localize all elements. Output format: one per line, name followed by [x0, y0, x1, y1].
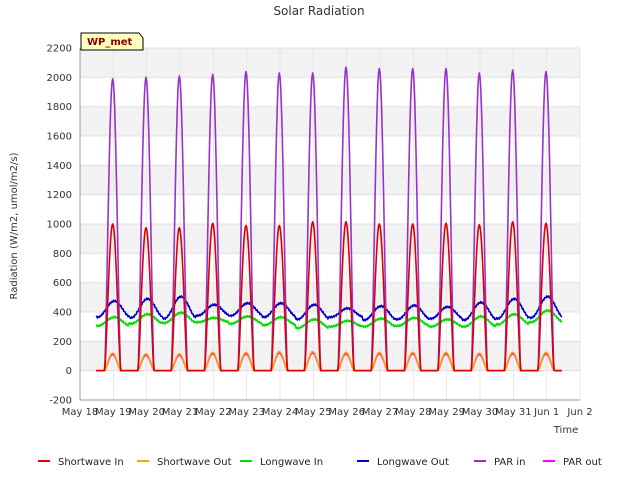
legend-item: Longwave In [240, 457, 323, 468]
wp-met-badge: WP_met [80, 32, 144, 51]
y-axis-label: Radiation (W/m2, umol/m2/s) [9, 152, 20, 299]
y-tick-label: 1400 [47, 161, 72, 172]
y-tick-label: 1200 [47, 190, 72, 201]
chart-title: Solar Radiation [273, 4, 364, 18]
legend-item: Longwave Out [357, 457, 449, 468]
y-tick-label: -200 [49, 396, 72, 407]
x-tick-label: May 22 [195, 407, 232, 418]
y-axis-ticks: -200 0 200 400 600 800 1000 1200 1400 1600 1800 200… [47, 44, 72, 407]
plot-band [80, 106, 580, 136]
x-tick-label: May 24 [262, 407, 299, 418]
plot-band [80, 341, 580, 371]
badge-label: WP_met [87, 37, 133, 48]
x-tick-label: May 28 [395, 407, 432, 418]
plot-band [80, 282, 580, 312]
y-tick-label: 1000 [47, 220, 72, 231]
plot-band [80, 253, 580, 283]
x-tick-label: May 21 [162, 407, 199, 418]
y-tick-label: 1800 [47, 102, 72, 113]
legend-label: Longwave In [260, 457, 323, 468]
plot-band [80, 77, 580, 107]
legend-label: PAR out [563, 457, 602, 468]
legend: Shortwave In Shortwave Out Longwave In Long… [38, 457, 602, 468]
x-tick-label: May 27 [362, 407, 399, 418]
y-tick-label: 1600 [47, 132, 72, 143]
y-tick-label: 800 [53, 249, 72, 260]
series-lines [95, 66, 563, 372]
legend-item: Shortwave Out [137, 457, 232, 468]
plot-band [80, 224, 580, 254]
plot-area [80, 48, 580, 400]
plot-band [80, 136, 580, 166]
y-tick-label: 600 [53, 278, 72, 289]
y-tick-label: 200 [53, 337, 72, 348]
x-tick-label: May 31 [495, 407, 532, 418]
plot-band [80, 48, 580, 78]
x-tick-label: May 20 [128, 407, 165, 418]
x-tick-label: May 18 [62, 407, 99, 418]
plot-band [80, 194, 580, 224]
x-tick-label: May 26 [328, 407, 365, 418]
legend-item: PAR out [543, 457, 602, 468]
x-tick-label: May 23 [228, 407, 265, 418]
legend-label: Shortwave Out [157, 457, 232, 468]
series-line-shortwave-in [95, 221, 563, 372]
x-tick-label: May 19 [95, 407, 132, 418]
legend-label: PAR in [494, 457, 525, 468]
x-tick-label: May 29 [428, 407, 465, 418]
x-tick-label: May 30 [462, 407, 499, 418]
y-tick-label: 2200 [47, 44, 72, 55]
legend-item: PAR in [474, 457, 525, 468]
y-tick-label: 2000 [47, 73, 72, 84]
y-tick-label: 0 [66, 366, 72, 377]
legend-label: Longwave Out [377, 457, 449, 468]
x-tick-label: Jun 2 [566, 407, 592, 418]
x-axis-label: Time [553, 425, 578, 436]
legend-label: Shortwave In [58, 457, 124, 468]
y-tick-label: 400 [53, 308, 72, 319]
plot-band [80, 165, 580, 195]
badge-box [80, 32, 144, 51]
legend-item: Shortwave In [38, 457, 124, 468]
x-tick-label: May 25 [295, 407, 332, 418]
plot-band [80, 370, 580, 400]
x-tick-label: Jun 1 [533, 407, 559, 418]
